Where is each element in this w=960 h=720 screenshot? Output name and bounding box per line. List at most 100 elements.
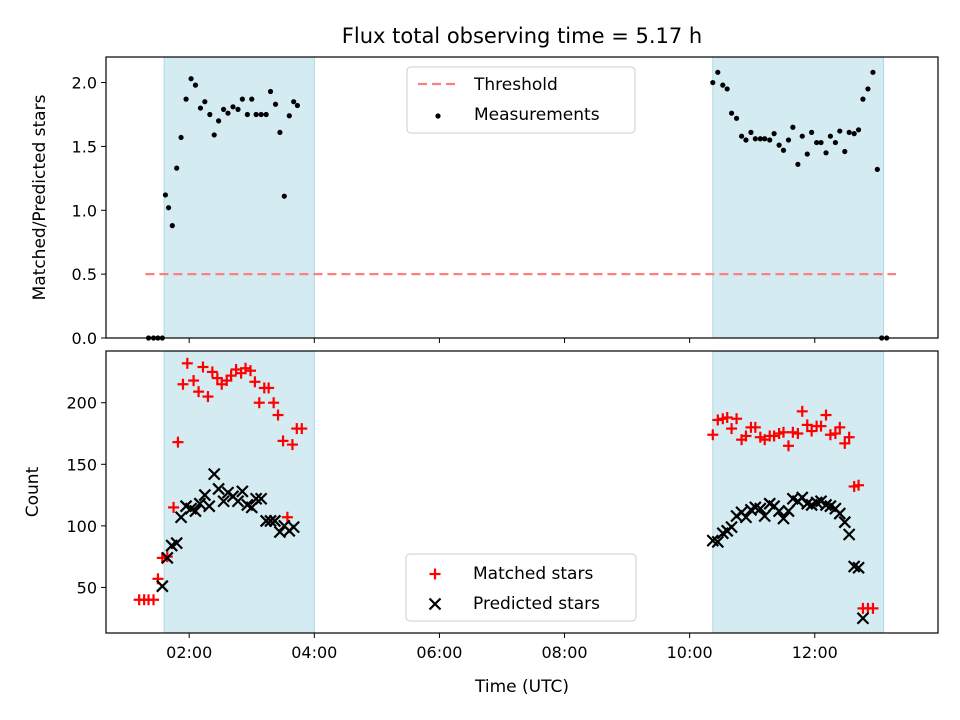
measurement-point — [211, 132, 217, 138]
matched-star-point — [168, 501, 180, 513]
matched-star-point — [193, 386, 205, 398]
legend-threshold-label: Threshold — [473, 75, 558, 95]
marker-stroke — [838, 515, 852, 529]
measurement-point — [249, 96, 255, 102]
measurement-point — [174, 165, 180, 171]
predicted-star-point — [754, 502, 767, 515]
x-tick-label: 02:00 — [166, 643, 212, 662]
predicted-star-point — [777, 512, 790, 525]
measurement-point — [823, 150, 829, 156]
measurement-point — [183, 96, 189, 102]
measurement-point — [790, 124, 796, 130]
marker-stroke — [217, 494, 230, 508]
matched-star-point — [824, 429, 836, 441]
legend-matched-swatch — [429, 568, 441, 580]
marker-stroke — [711, 535, 725, 549]
measurement-point — [818, 139, 824, 146]
ratio-ytick-label: 0.0 — [72, 329, 97, 348]
measurement-point — [202, 99, 208, 105]
matched-star-point — [721, 411, 733, 423]
legend-predicted-swatch — [428, 597, 442, 611]
matched-star-point — [806, 425, 818, 437]
marker-stroke — [231, 494, 245, 508]
measurement-point — [720, 82, 726, 88]
measurement-point — [258, 111, 264, 118]
matched-star-point — [801, 419, 813, 431]
marker-stroke — [207, 467, 221, 481]
measurement-point — [165, 205, 172, 211]
marker-stroke — [810, 496, 823, 509]
measurement-point — [162, 192, 169, 198]
predicted-star-point — [217, 494, 230, 508]
measurement-point — [860, 96, 866, 102]
predicted-star-point — [212, 482, 225, 496]
count-ytick-label: 50 — [77, 578, 97, 597]
matched-star-point — [206, 366, 218, 378]
marker-stroke — [241, 498, 254, 512]
measurement-point — [197, 105, 204, 111]
predicted-star-point — [174, 510, 188, 524]
matched-star-point — [777, 426, 789, 438]
ratio-ytick-label: 0.5 — [72, 265, 97, 284]
matched-star-point — [829, 428, 841, 440]
matched-star-point — [225, 370, 237, 382]
measurement-point — [178, 134, 184, 141]
measurement-point — [724, 86, 730, 92]
measurement-point — [855, 127, 862, 133]
measurement-point — [842, 148, 848, 155]
matched-star-point — [768, 430, 780, 442]
marker-stroke — [428, 597, 442, 611]
count-ytick-label: 200 — [66, 394, 97, 413]
predicted-star-point — [268, 514, 282, 528]
predicted-star-point — [758, 509, 771, 523]
measurement-point — [776, 142, 782, 148]
measurement-point — [837, 128, 843, 134]
matched-star-point — [245, 365, 257, 377]
x-tick-label: 06:00 — [416, 643, 462, 662]
measurement-point — [809, 129, 815, 135]
marker-stroke — [852, 561, 865, 575]
x-tick-label: 12:00 — [792, 643, 838, 662]
measurement-point — [757, 136, 763, 142]
predicted-star-point — [739, 510, 753, 524]
measurement-point — [169, 223, 175, 229]
legend-measurements-label: Measurements — [474, 105, 600, 125]
marker-stroke — [264, 514, 277, 528]
measurement-point — [221, 106, 227, 112]
chart-title: Flux total observing time = 5.17 h — [342, 24, 702, 48]
predicted-star-point — [782, 504, 795, 518]
marker-stroke — [198, 488, 212, 502]
legend-matched-label: Matched stars — [473, 564, 593, 584]
measurement-point — [874, 166, 880, 172]
matched-star-point — [296, 423, 308, 435]
marker-stroke — [824, 499, 837, 513]
measurement-point — [244, 111, 250, 118]
matched-star-point — [815, 420, 827, 432]
measurement-point — [239, 96, 245, 102]
predicted-star-point — [847, 560, 861, 573]
measurement-point — [277, 129, 283, 135]
matched-star-point — [792, 428, 804, 440]
count-panel: 50 100 150 200 02:00 04:00 06:00 08:00 10:00 12:0… — [23, 350, 939, 662]
measurement-point — [738, 133, 745, 139]
x-tick-label: 04:00 — [291, 643, 337, 662]
measurement-point — [267, 88, 274, 95]
predicted-star-point — [819, 498, 833, 512]
marker-stroke — [179, 499, 193, 513]
predicted-star-point — [156, 579, 169, 593]
predicted-star-point — [264, 514, 277, 528]
measurement-point — [748, 129, 754, 135]
predicted-star-point — [833, 507, 847, 520]
predicted-star-point — [193, 497, 207, 510]
measurement-point — [728, 110, 735, 116]
predicted-star-point — [287, 520, 300, 534]
measurement-point — [225, 110, 231, 116]
ratio-ytick-label: 1.5 — [72, 137, 97, 156]
measurement-point — [743, 137, 749, 143]
measurement-point — [865, 86, 871, 92]
marker-stroke — [184, 502, 198, 515]
measurement-point — [870, 69, 876, 75]
ratio-ytick-label: 1.0 — [72, 201, 97, 220]
count-axes-frame — [105, 350, 939, 634]
